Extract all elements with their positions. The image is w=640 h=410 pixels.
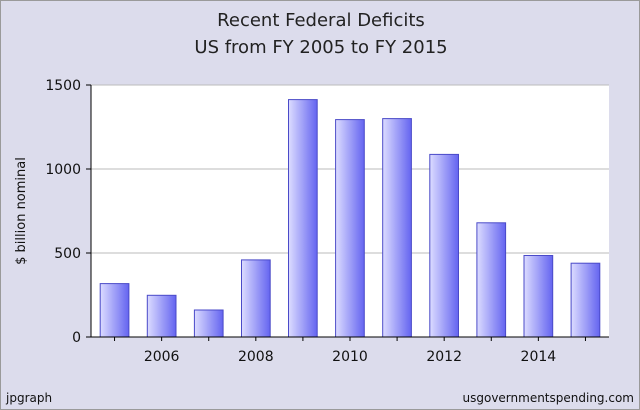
x-tick-label: 2014	[521, 349, 557, 365]
x-tick-label: 2006	[144, 349, 180, 365]
chart-subtitle: US from FY 2005 to FY 2015	[194, 37, 448, 58]
bar-2013	[476, 222, 507, 338]
bar-2005	[99, 283, 130, 338]
chart-title: Recent Federal Deficits	[217, 10, 425, 31]
y-tick-label: 0	[72, 330, 81, 346]
bar-2011	[382, 118, 412, 338]
x-tick-label: 2010	[332, 349, 368, 365]
bar-2010	[335, 119, 365, 338]
axes	[86, 84, 609, 341]
bar-2007	[193, 309, 224, 338]
bar-2012	[429, 153, 459, 338]
bar-2008	[241, 259, 271, 338]
bars	[99, 99, 601, 338]
y-tick-label: 1000	[45, 162, 81, 178]
x-tick-label: 2012	[426, 349, 462, 365]
y-tick-label: 500	[54, 246, 81, 262]
x-tick-label: 2008	[238, 349, 274, 365]
y-axis-label: $ billion nominal	[14, 157, 29, 265]
y-tick-label: 1500	[45, 78, 81, 94]
tick-labels: 0 500 1000 1500 2006 2008 2010 2012 2014	[45, 78, 556, 365]
bar-2015	[570, 262, 601, 338]
footer-credit-left: jpgraph	[6, 391, 53, 405]
bar-2014	[523, 255, 554, 338]
bar-2006	[146, 294, 177, 338]
bar-2009	[288, 99, 318, 338]
footer-credit-right: usgovernmentspending.com	[462, 391, 635, 405]
